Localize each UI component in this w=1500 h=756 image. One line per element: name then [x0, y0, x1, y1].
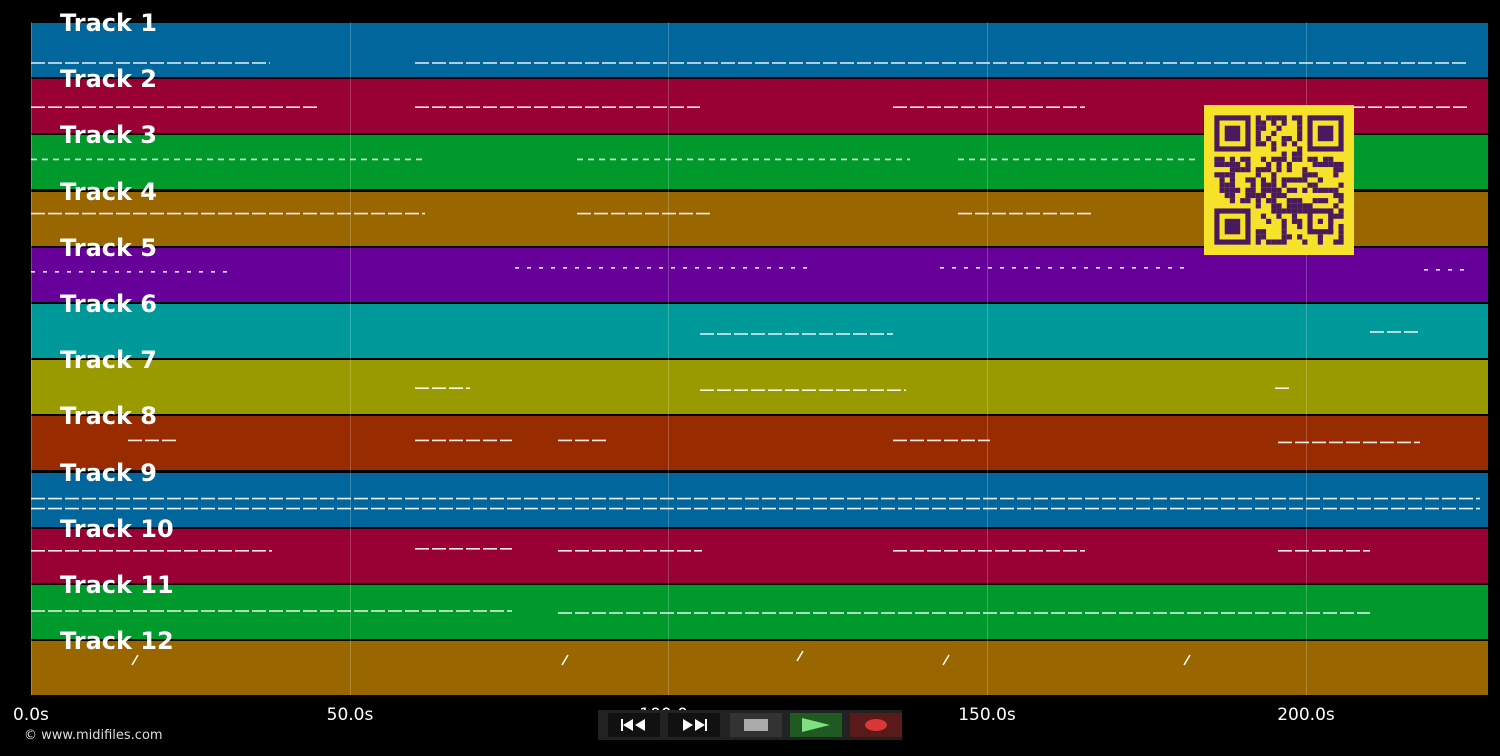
- record-icon: [865, 719, 887, 731]
- grid-line: [987, 22, 988, 695]
- fast-forward-button[interactable]: [668, 713, 720, 737]
- note-event: [561, 654, 569, 666]
- track-lane[interactable]: [31, 23, 1488, 77]
- stop-icon: [744, 719, 768, 731]
- qr-code-icon[interactable]: [1204, 105, 1354, 255]
- note-event: [1183, 654, 1191, 666]
- track-label: Track 2: [60, 65, 158, 94]
- time-tick-label: 50.0s: [326, 705, 374, 725]
- track-lane[interactable]: [31, 416, 1488, 471]
- note-event: [131, 654, 139, 666]
- track-lane[interactable]: [31, 247, 1488, 302]
- track-label: Track 7: [60, 346, 158, 375]
- track-label: Track 8: [60, 402, 158, 431]
- track-label: Track 1: [60, 9, 158, 37]
- track-lane[interactable]: [31, 472, 1488, 527]
- fast-forward-icon: [683, 719, 707, 731]
- note-event: [942, 654, 950, 666]
- grid-line: [1306, 22, 1307, 695]
- track-lane[interactable]: [31, 585, 1488, 639]
- stop-button[interactable]: [730, 713, 782, 737]
- track-lane[interactable]: [31, 528, 1488, 583]
- track-label: Track 12: [60, 627, 174, 656]
- play-icon: [802, 718, 830, 732]
- grid-line: [350, 22, 351, 695]
- play-button[interactable]: [790, 713, 842, 737]
- note-event: [796, 650, 804, 662]
- record-button[interactable]: [850, 713, 902, 737]
- track-label: Track 5: [60, 233, 158, 262]
- grid-line: [668, 22, 669, 695]
- transport-controls: [598, 710, 902, 740]
- copyright-notice: © www.midifiles.com: [24, 728, 163, 743]
- rewind-icon: [621, 719, 645, 731]
- rewind-button[interactable]: [608, 713, 660, 737]
- track-lane[interactable]: [31, 360, 1488, 415]
- time-tick-label: 200.0s: [1277, 705, 1335, 725]
- track-label: Track 11: [60, 571, 174, 599]
- track-label: Track 9: [60, 458, 158, 487]
- time-tick-label: 0.0s: [13, 705, 49, 725]
- track-label: Track 6: [60, 290, 158, 318]
- track-label: Track 4: [60, 177, 158, 206]
- track-label: Track 3: [60, 121, 158, 150]
- track-lane[interactable]: [31, 641, 1488, 696]
- time-tick-label: 150.0s: [958, 705, 1016, 725]
- grid-line: [31, 22, 32, 695]
- track-lane[interactable]: [31, 304, 1488, 358]
- track-label: Track 10: [60, 514, 174, 543]
